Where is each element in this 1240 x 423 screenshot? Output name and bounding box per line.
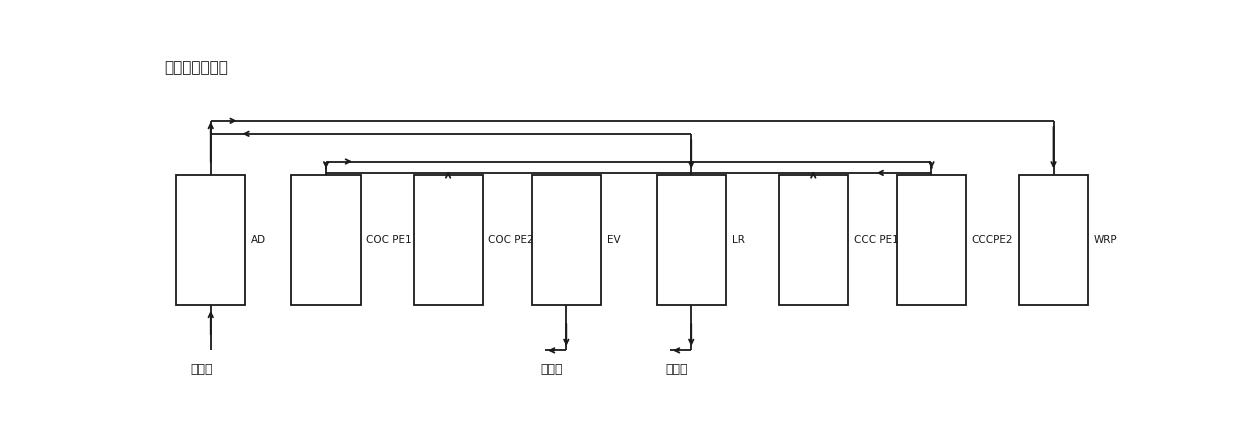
- Text: LR: LR: [732, 235, 744, 244]
- Bar: [291, 175, 361, 305]
- Text: 贯二氧化碗气体: 贯二氧化碗气体: [165, 60, 228, 76]
- Bar: [897, 175, 966, 305]
- Bar: [176, 175, 246, 305]
- Text: CCCPE2: CCCPE2: [972, 235, 1013, 244]
- Text: CCC PE1: CCC PE1: [853, 235, 899, 244]
- Bar: [532, 175, 601, 305]
- Text: COC PE1: COC PE1: [367, 235, 412, 244]
- Text: EV: EV: [606, 235, 620, 244]
- Text: AD: AD: [250, 235, 267, 244]
- Text: 原料气: 原料气: [190, 363, 212, 376]
- Text: 产品气: 产品气: [541, 363, 563, 376]
- Bar: [779, 175, 848, 305]
- Bar: [657, 175, 725, 305]
- Text: COC PE2: COC PE2: [489, 235, 534, 244]
- Bar: [413, 175, 482, 305]
- Text: 产品气: 产品气: [666, 363, 688, 376]
- Text: WRP: WRP: [1094, 235, 1117, 244]
- Bar: [1019, 175, 1089, 305]
